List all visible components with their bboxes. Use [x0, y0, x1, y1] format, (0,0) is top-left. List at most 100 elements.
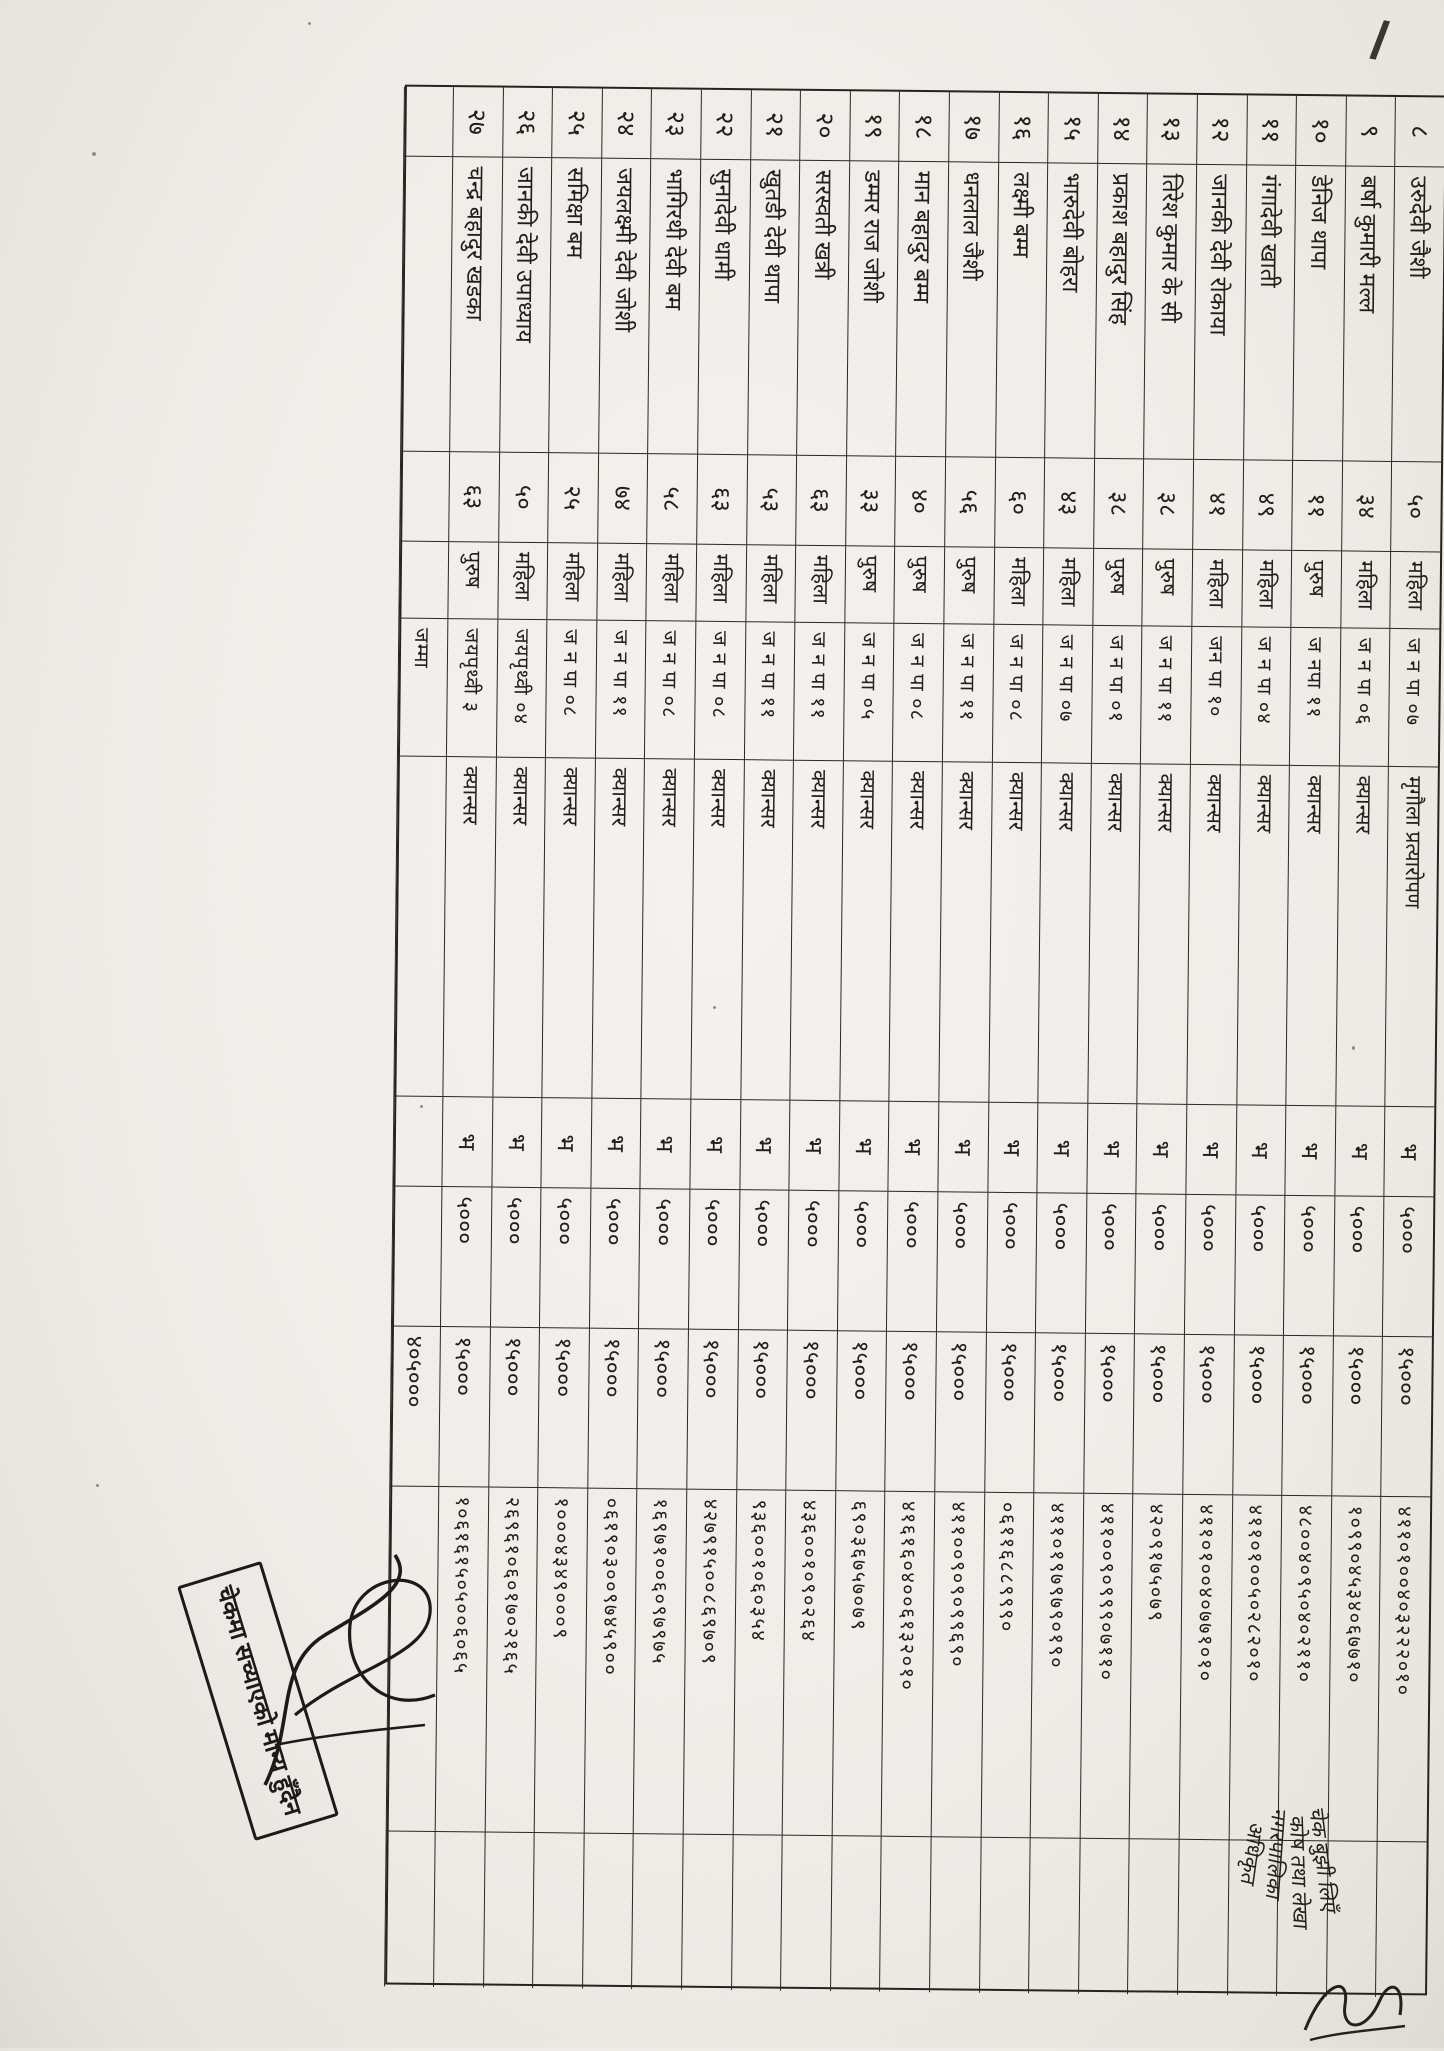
cell-address: ज न पा ०१ [1090, 625, 1142, 765]
cell-mark: भ [1086, 1103, 1137, 1195]
cell-mark [391, 1096, 443, 1188]
cell-gender: महिला [497, 542, 548, 621]
cell-name: चन्द्र बहादुर खडका [449, 157, 502, 453]
cell-second_amount: १५००० [1033, 1333, 1085, 1494]
cell-gender: महिला [1389, 551, 1441, 630]
cell-sn: ९ [1344, 96, 1396, 167]
paper-speck [92, 152, 96, 156]
cell-age: ७४ [597, 453, 648, 545]
cell-id_number: १०००४३४९०००९ [533, 1488, 588, 1834]
cell-second_amount: १५००० [1182, 1334, 1234, 1496]
cell-first_amount: ५००० [638, 1189, 690, 1330]
cell-sn: २५ [551, 88, 602, 159]
cell-disease: मृगौला प्रत्यारोपण [1384, 766, 1438, 1108]
cell-second_amount: १५००० [785, 1330, 837, 1492]
cell-name: खुतडी देवी थापा [746, 160, 800, 456]
cell-sn: २२ [700, 89, 751, 161]
cell-first_amount: ५००० [1382, 1196, 1434, 1338]
cell-address: ज न पा ०८ [545, 620, 597, 759]
cell-sn: १० [1295, 95, 1346, 167]
cell-age: ३४ [1340, 461, 1392, 552]
cell-second_amount: १५००० [1083, 1333, 1135, 1495]
cell-disease: क्यान्सर [1285, 765, 1339, 1107]
cell-second_amount: १५००० [587, 1328, 639, 1490]
cell-sn: १६ [997, 92, 1049, 164]
cell-gender [397, 541, 449, 620]
cell-address: ज न पा ११ [594, 620, 646, 760]
cell-name: गंगादेवी खाती [1242, 165, 1296, 461]
cell-mark: भ [987, 1102, 1038, 1194]
cell-address: ज न पा ११ [1140, 626, 1192, 765]
cell-age: ६३ [448, 452, 499, 543]
cell-first_amount: ५००० [588, 1188, 640, 1330]
cell-sn: १७ [948, 92, 999, 163]
cell-age: ४१ [1192, 459, 1243, 551]
cell-blank [1028, 1838, 1080, 1994]
cell-second_amount: १५००० [636, 1329, 689, 1490]
rotated-table-wrapper: ८ उरुदेवी जैशी ५० महिला ज न पा ०७ मृगौला प्रत… [383, 84, 1444, 1998]
cell-mark: भ [1185, 1104, 1236, 1196]
cell-second_amount: १५००० [1231, 1335, 1284, 1496]
cell-disease: क्यान्सर [1235, 765, 1290, 1106]
cell-second_amount: १५००० [735, 1330, 788, 1491]
cell-mark: भ [788, 1100, 840, 1192]
cell-mark: भ [1235, 1105, 1286, 1196]
cell-age: ५० [497, 452, 549, 544]
cell-second_amount: १५००० [934, 1332, 986, 1493]
cell-address: जम्मा [396, 618, 448, 758]
cell-age: ४० [894, 456, 946, 548]
cell-name: धनलाल जैशी [945, 162, 998, 458]
cell-address: ज न पा ०६ [1338, 628, 1390, 767]
cell-name: तिरेश कुमार के सी [1143, 164, 1197, 460]
cell-blank [433, 1832, 485, 1988]
paper-speck [420, 1105, 423, 1108]
cell-id_number: ४२७९१५००८६९७०९ [682, 1489, 736, 1836]
cell-disease: क्यान्सर [541, 758, 595, 1099]
cell-second_amount: १५००० [438, 1327, 490, 1488]
cell-first_amount: ५००० [985, 1192, 1037, 1334]
cell-mark: भ [590, 1098, 641, 1190]
cell-gender: महिला [596, 543, 647, 622]
cell-age: ६० [993, 457, 1045, 549]
cell-age: ६३ [696, 454, 747, 546]
cell-id_number: ०६१९०३००९७४५९०० [583, 1488, 637, 1835]
cell-id_number: ४११०१००५०२८२०१० [1228, 1495, 1282, 1841]
cell-mark: भ [1135, 1104, 1187, 1195]
cell-sn: २७ [452, 87, 503, 158]
cell-name: भारुदेवी बोहरा [1044, 163, 1098, 459]
cell-id_number: ४८००४०९५०४०२११० [1277, 1495, 1332, 1842]
cell-name: सुनादेवी धामी [697, 159, 750, 456]
cell-disease: क्यान्सर [690, 759, 744, 1101]
cell-second_amount: १५००० [1331, 1336, 1383, 1497]
cell-id_number: ९३६००१०६०३५४ [732, 1490, 786, 1836]
cell-blank [383, 1831, 435, 1987]
cell-blank [780, 1835, 832, 1992]
cell-sn: ८ [1394, 96, 1444, 168]
cell-blank [730, 1835, 782, 1991]
cell-second_amount: ४०५००० [388, 1326, 441, 1488]
cell-disease: क्यान्सर [938, 762, 992, 1103]
cell-address: ज न पा ०८ [892, 623, 944, 763]
cell-blank [1375, 1841, 1427, 1998]
cell-first_amount: ५००० [1283, 1195, 1335, 1337]
cell-address: ज न पा ०४ [1239, 627, 1291, 766]
cell-name: जानकी देवी रोकाया [1193, 164, 1246, 461]
cell-disease: क्यान्सर [1186, 764, 1240, 1106]
cell-first_amount: ५००० [1035, 1193, 1087, 1334]
cell-mark: भ [739, 1100, 790, 1191]
cell-sn: ११ [1245, 95, 1297, 166]
cell-id_number: ४११०१००४०७७१०१० [1178, 1494, 1232, 1841]
cell-gender: महिला [745, 545, 796, 623]
cell-address: जयपृथ्वी ०४ [495, 619, 547, 759]
cell-address: ज न पा ०८ [991, 624, 1043, 764]
cell-first_amount: ५००० [539, 1188, 591, 1329]
cell-name: डेनिज थापा [1292, 165, 1345, 462]
cell-first_amount: ५००० [688, 1189, 740, 1331]
cell-name: लक्ष्मी बम्म [994, 162, 1048, 459]
cell-disease: क्यान्सर [1136, 764, 1190, 1105]
cell-mark: भ [838, 1101, 889, 1192]
cell-id_number: ४११००९०९९९०७११० [1079, 1493, 1133, 1840]
cell-second_amount: १५००० [686, 1329, 738, 1491]
cell-name: भागिरथी देवी बम [647, 159, 701, 455]
cell-disease: क्यान्सर [640, 759, 695, 1100]
